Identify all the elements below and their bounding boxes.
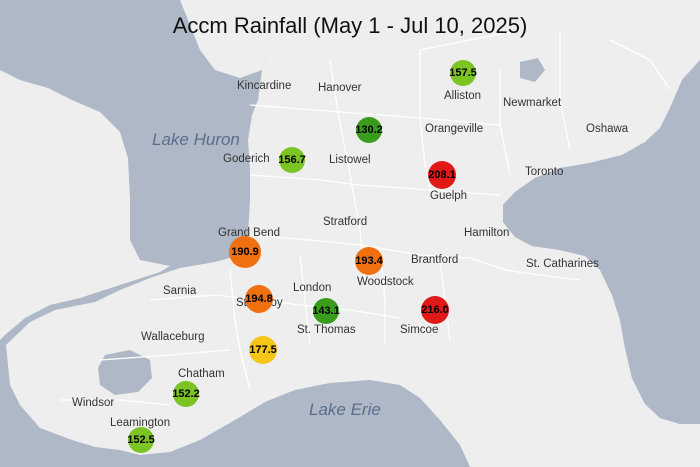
place-wallaceburg: Wallaceburg [141,331,205,343]
rainfall-marker-grand-bend[interactable]: 190.9 [229,236,261,268]
place-chatham: Chatham [178,368,225,380]
lake-ontario [503,60,700,424]
rainfall-value: 143.1 [312,305,340,317]
place-woodstock: Woodstock [357,276,414,288]
rainfall-marker-hanover[interactable]: 130.2 [355,117,383,143]
rainfall-marker-leamington[interactable]: 152.5 [127,427,155,453]
place-simcoe: Simcoe [400,324,439,336]
lake-huron-label: Lake Huron [152,130,240,149]
rainfall-value: 157.5 [449,67,477,79]
place-st-thomas: St. Thomas [297,324,356,336]
place-windsor: Windsor [72,397,115,409]
place-hamilton: Hamilton [464,227,510,239]
rainfall-value: 190.9 [231,246,259,258]
long-point [395,348,460,360]
place-newmarket: Newmarket [503,97,562,109]
rainfall-marker-alliston[interactable]: 157.5 [449,60,477,86]
rainfall-value: 152.5 [127,434,155,446]
rainfall-value: 152.2 [172,388,200,400]
place-goderich: Goderich [223,153,270,165]
land-area [6,0,700,467]
place-oshawa: Oshawa [586,123,629,135]
place-guelph: Guelph [430,190,468,202]
rainfall-marker-woodstock[interactable]: 193.4 [355,247,383,275]
lake-st-clair [98,350,152,395]
place-listowel: Listowel [329,154,371,166]
place-brantford: Brantford [411,254,459,266]
rainfall-marker-goderich[interactable]: 156.7 [278,147,306,173]
place-london: London [293,282,332,294]
michigan-thumb [0,70,170,340]
rainfall-marker-rondeau[interactable]: 177.5 [249,336,277,364]
place-toronto: Toronto [525,166,564,178]
place-hanover: Hanover [318,82,362,94]
place-orangeville: Orangeville [425,123,484,135]
place-grand-bend: Grand Bend [218,227,281,239]
lake-erie-body [120,380,470,467]
lake-erie-label: Lake Erie [309,400,381,419]
map-title: Accm Rainfall (May 1 - Jul 10, 2025) [172,13,528,38]
place-alliston: Alliston [444,90,482,102]
rainfall-marker-simcoe[interactable]: 216.0 [421,296,449,324]
rainfall-value: 216.0 [421,304,449,316]
county-boundaries [60,29,671,406]
place-sarnia: Sarnia [163,285,197,297]
peninsula-land [180,0,300,78]
lake-simcoe [520,58,545,82]
place-stratford: Stratford [323,216,368,228]
rainfall-value: 208.1 [428,169,456,181]
rainfall-value: 156.7 [278,154,306,166]
rainfall-marker-chatham[interactable]: 152.2 [172,381,200,407]
place-st-catharines: St. Catharines [526,258,599,270]
rainfall-value: 194.8 [245,293,273,305]
place-kincardine: Kincardine [237,80,292,92]
rainfall-marker-guelph[interactable]: 208.1 [428,161,456,189]
rainfall-value: 177.5 [249,344,277,356]
place-leamington: Leamington [110,417,171,429]
rainfall-value: 130.2 [355,124,383,136]
rainfall-marker-strathroy[interactable]: 194.8 [245,285,273,313]
rainfall-value: 193.4 [355,255,383,267]
rainfall-marker-st-thomas[interactable]: 143.1 [312,298,340,324]
